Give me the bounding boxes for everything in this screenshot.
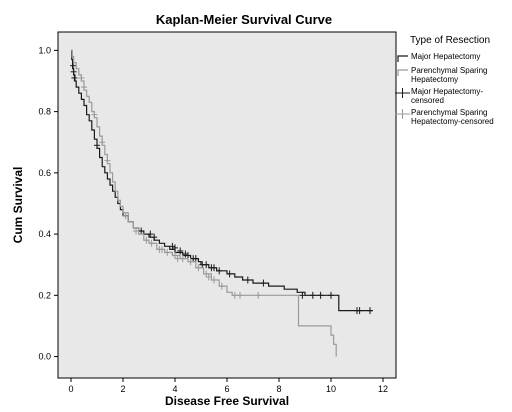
censored-marker (182, 250, 189, 258)
x-axis-title: Disease Free Survival (165, 394, 289, 408)
legend-label: Parenchymal Sparing (411, 108, 487, 117)
legend-symbol (397, 69, 408, 76)
legend-label: Parenchymal Sparing (411, 66, 487, 75)
censored-marker (133, 227, 139, 235)
censored-marker (317, 291, 324, 299)
censored-marker (91, 111, 98, 119)
censored-marker (255, 291, 262, 299)
censored-marker (226, 270, 233, 278)
y-tick-label: 0.0 (38, 352, 51, 362)
censored-marker (151, 233, 158, 241)
plot-area (57, 31, 397, 379)
series-parenchymal-sparing (71, 49, 337, 357)
censored-marker (356, 307, 363, 315)
censored-marker (192, 255, 199, 263)
censored-marker (205, 273, 212, 281)
legend-label: censored (411, 96, 444, 105)
censored-marker (174, 255, 181, 263)
censored-marker (211, 276, 217, 284)
censored-marker (299, 291, 306, 299)
y-tick-label: 1.0 (38, 45, 51, 55)
censored-marker (169, 242, 176, 250)
axes-layer: 0.0 0.2 0.4 0.6 0.8 1.0 0 2 4 6 8 10 12 (38, 45, 388, 394)
x-tick-label: 0 (68, 384, 73, 394)
censored-marker (94, 141, 100, 149)
censored-marker (185, 252, 191, 260)
x-tick-label: 8 (276, 384, 281, 394)
legend-symbol (397, 55, 408, 62)
legend-entry: Major Hepatectomy-censored (395, 87, 483, 105)
censored-marker (244, 276, 251, 284)
censored-marker (203, 261, 210, 269)
y-tick-label: 0.6 (38, 168, 51, 178)
y-tick-label: 0.8 (38, 107, 51, 117)
censored-marker (309, 291, 316, 299)
legend-symbol (395, 88, 410, 98)
censored-marker (172, 252, 178, 260)
censored-marker (148, 239, 155, 247)
x-tick-label: 6 (224, 384, 229, 394)
legend-title: Type of Resection (410, 35, 490, 46)
chart-title: Kaplan-Meier Survival Curve (156, 12, 332, 27)
censored-marker (177, 247, 184, 255)
censored-marker (187, 258, 194, 266)
censored-marker (218, 282, 225, 290)
censored-marker (237, 291, 243, 299)
censored-marker (179, 255, 186, 263)
censored-marker (71, 74, 78, 82)
censored-marker (195, 264, 202, 272)
legend-label: Hepatectomy-censored (411, 117, 494, 126)
censored-marker (70, 68, 77, 76)
legend-label: Hepatectomy (411, 75, 458, 84)
censored-marker (159, 245, 165, 253)
x-tick-label: 10 (326, 384, 336, 394)
censored-marker (81, 83, 87, 91)
censored-marker (260, 279, 267, 287)
censored-marker (78, 74, 85, 82)
censored-marker (231, 291, 238, 299)
censored-marker (99, 138, 106, 146)
legend-label: Major Hepatectomy (411, 52, 480, 61)
series-layer (70, 49, 373, 357)
censored-marker (143, 236, 150, 244)
legend-label: Major Hepatectomy- (411, 87, 483, 96)
y-tick-label: 0.4 (38, 229, 51, 239)
x-tick-label: 12 (378, 384, 388, 394)
censored-marker (367, 307, 373, 315)
censored-marker (216, 267, 223, 275)
censored-marker (147, 230, 154, 238)
legend-entry: Major Hepatectomy (397, 52, 480, 62)
legend: Type of Resection Major Hepatectomy Parenc… (395, 35, 494, 126)
legend-symbol (395, 109, 410, 119)
y-tick-label: 0.2 (38, 290, 51, 300)
censored-marker (104, 157, 111, 165)
y-axis-title: Cum Survival (11, 167, 25, 244)
censored-marker (211, 264, 217, 272)
x-tick-label: 2 (120, 384, 125, 394)
x-tick-label: 4 (172, 384, 177, 394)
censored-marker (172, 244, 178, 252)
censored-marker (70, 62, 77, 70)
censored-marker (164, 248, 171, 256)
censored-marker (122, 212, 129, 220)
censored-marker (203, 270, 210, 278)
censored-marker (328, 291, 334, 299)
